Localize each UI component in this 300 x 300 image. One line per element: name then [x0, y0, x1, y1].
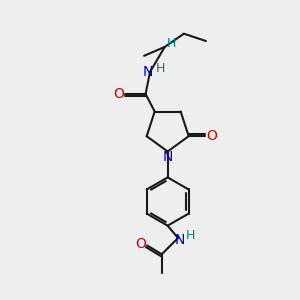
Text: H: H [167, 37, 176, 50]
Text: H: H [186, 229, 195, 242]
Text: H: H [156, 62, 165, 75]
Text: O: O [113, 87, 124, 101]
Text: O: O [206, 129, 217, 143]
Text: N: N [163, 150, 173, 164]
Text: N: N [142, 65, 153, 79]
Text: O: O [135, 237, 146, 251]
Text: N: N [174, 232, 184, 247]
